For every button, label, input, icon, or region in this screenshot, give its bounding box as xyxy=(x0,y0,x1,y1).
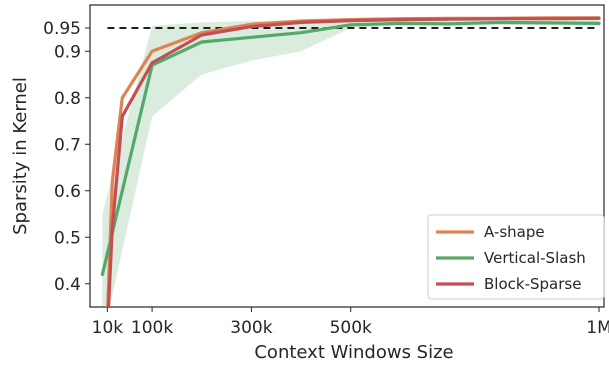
legend: A-shape Vertical-Slash Block-Sparse xyxy=(427,214,605,300)
y-tick-label: 0.7 xyxy=(54,135,81,155)
x-tick-label: 10k xyxy=(92,318,124,338)
band-vertical-slash xyxy=(102,18,599,307)
x-tick-label: 300k xyxy=(230,318,272,338)
y-axis-label: Sparsity in Kernel xyxy=(10,77,31,235)
y-tick-label: 0.4 xyxy=(54,275,81,295)
legend-entry: Block-Sparse xyxy=(484,275,581,293)
y-tick-label: 0.8 xyxy=(54,89,81,109)
x-axis-label: Context Windows Size xyxy=(254,342,453,363)
y-axis: 0.4 0.5 0.6 0.7 0.8 0.9 0.95 xyxy=(43,19,90,295)
legend-box xyxy=(427,214,605,300)
y-tick-label: 0.95 xyxy=(43,19,81,39)
legend-entry: Vertical-Slash xyxy=(484,249,586,267)
series-line-vertical-slash xyxy=(100,20,601,277)
x-axis: 10k 100k 300k 500k 1M xyxy=(92,307,609,338)
y-tick-label: 0.6 xyxy=(54,182,81,202)
legend-entry: A-shape xyxy=(484,223,545,241)
x-tick-label: 100k xyxy=(131,318,173,338)
y-tick-label: 0.9 xyxy=(54,42,81,62)
series-layer xyxy=(100,16,601,307)
plot-area xyxy=(89,4,605,308)
x-tick-label: 1M xyxy=(586,318,609,338)
series-line-block-sparse xyxy=(106,16,601,307)
axes-frame xyxy=(89,4,605,308)
y-tick-label: 0.5 xyxy=(54,228,81,248)
x-tick-label: 500k xyxy=(330,318,372,338)
